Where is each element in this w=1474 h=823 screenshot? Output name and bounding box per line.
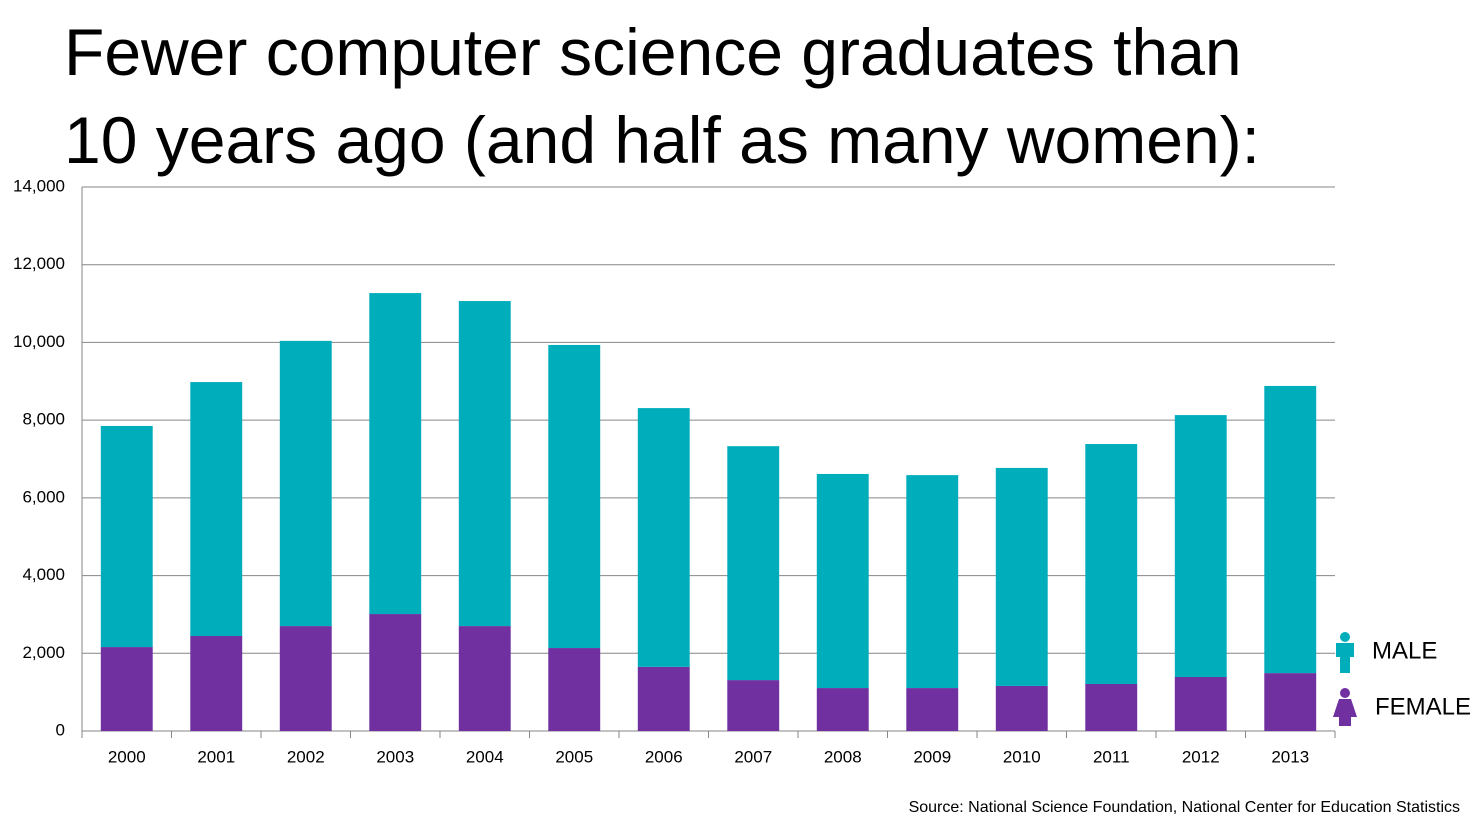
bar-segment: [458, 626, 511, 731]
bar-segment: [190, 635, 243, 731]
bar-segment: [190, 382, 243, 636]
bar-segment: [548, 648, 601, 731]
y-tick-label: 10,000: [13, 332, 65, 351]
bar-segment: [458, 301, 511, 627]
bar-segment: [727, 446, 780, 681]
bar-segment: [906, 688, 959, 731]
x-tick-label: 2008: [824, 747, 862, 766]
x-tick-label: 2012: [1182, 747, 1220, 766]
bar-segment: [548, 344, 601, 649]
x-tick-label: 2013: [1271, 747, 1309, 766]
legend-icon-body: [1336, 643, 1354, 673]
bar-segment: [637, 408, 690, 667]
bar-segment: [1264, 385, 1317, 674]
y-tick-label: 6,000: [22, 487, 65, 506]
x-tick-label: 2005: [555, 747, 593, 766]
bar-segment: [1174, 676, 1227, 731]
x-tick-label: 2004: [466, 747, 504, 766]
y-tick-label: 12,000: [13, 254, 65, 273]
x-tick-label: 2007: [734, 747, 772, 766]
y-tick-label: 14,000: [13, 176, 65, 195]
chart-title: Fewer computer science graduates than: [64, 15, 1242, 89]
bar-segment: [369, 614, 422, 731]
legend-icon-body: [1333, 699, 1357, 726]
x-tick-label: 2001: [197, 747, 235, 766]
y-tick-label: 2,000: [22, 643, 65, 662]
x-tick-label: 2006: [645, 747, 683, 766]
bar-segment: [1174, 415, 1227, 677]
legend-item: FEMALE: [1333, 688, 1471, 726]
bar-segment: [727, 680, 780, 731]
bar-segment: [995, 467, 1048, 686]
source-note: Source: National Science Foundation, Nat…: [909, 799, 1460, 816]
legend-label: MALE: [1372, 637, 1437, 664]
y-tick-label: 8,000: [22, 410, 65, 429]
bar-segment: [1085, 683, 1138, 731]
x-tick-label: 2009: [913, 747, 951, 766]
legend-label: FEMALE: [1375, 693, 1471, 720]
legend-item: MALE: [1336, 632, 1437, 673]
bar-segment: [995, 685, 1048, 731]
x-tick-label: 2010: [1003, 747, 1041, 766]
legend-icon-head: [1340, 632, 1350, 642]
bar-segment: [637, 666, 690, 731]
x-tick-label: 2002: [287, 747, 325, 766]
y-tick-label: 4,000: [22, 565, 65, 584]
bar-segment: [816, 688, 869, 731]
legend-icon-head: [1340, 688, 1350, 698]
bar-segment: [279, 626, 332, 731]
bar-segment: [906, 475, 959, 689]
x-tick-label: 2000: [108, 747, 146, 766]
bar-segment: [100, 425, 153, 648]
x-tick-label: 2003: [376, 747, 414, 766]
bar-segment: [816, 473, 869, 689]
bar-segment: [1085, 444, 1138, 684]
bar-segment: [369, 293, 422, 615]
x-tick-label: 2011: [1093, 747, 1130, 766]
y-tick-label: 0: [56, 720, 65, 739]
chart-title: 10 years ago (and half as many women):: [64, 103, 1260, 177]
bar-segment: [1264, 673, 1317, 731]
bar-segment: [279, 340, 332, 627]
bar-segment: [100, 647, 153, 731]
